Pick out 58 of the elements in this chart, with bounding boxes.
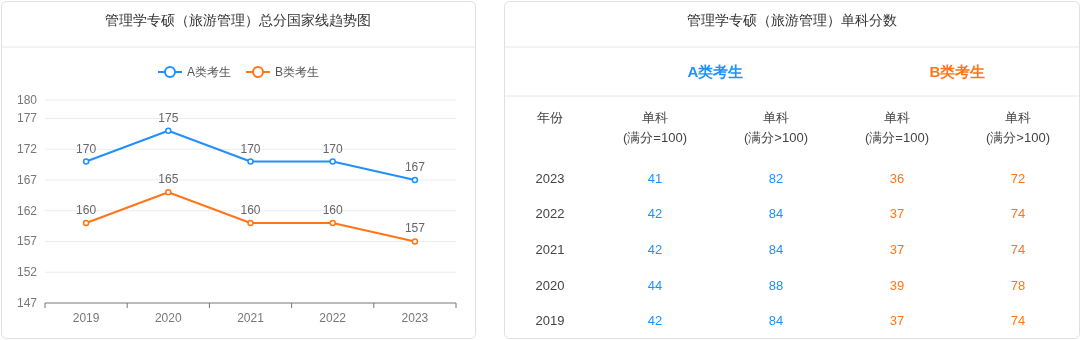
y-tick-label: 152 (16, 265, 38, 280)
y-tick-label: 147 (16, 296, 38, 310)
legend-label: B类考生 (275, 65, 320, 79)
data-label: 37 (889, 313, 905, 328)
legend-label: A类考生 (187, 65, 232, 79)
x-tick-label: 2022 (319, 311, 347, 325)
y-tick-label: 157 (16, 234, 38, 249)
x-tick-label: 2023 (401, 311, 429, 325)
y-tick-label: 2021 (535, 242, 565, 257)
x-tick-label: 2019 (72, 311, 100, 325)
data-label: 175 (158, 110, 179, 125)
data-label: 78 (1010, 278, 1026, 293)
data-label: 160 (322, 203, 344, 218)
x-tick-label: 单科 (满分=100) (623, 110, 687, 145)
data-label: 74 (1010, 206, 1026, 221)
x-tick-label: 单科 (满分>100) (986, 110, 1050, 145)
y-tick-label: 177 (16, 111, 38, 126)
data-label: 42 (647, 313, 663, 328)
x-tick-label: 2021 (237, 311, 265, 325)
data-label: 36 (889, 171, 905, 186)
y-tick-label: 167 (16, 172, 38, 187)
y-tick-label: 180 (16, 93, 38, 107)
y-axis-title: 年份 (537, 110, 563, 125)
data-label: 88 (768, 278, 784, 293)
data-label: 165 (158, 172, 179, 187)
data-label: 160 (240, 203, 261, 218)
data-label: 44 (647, 278, 663, 293)
data-label: 167 (404, 159, 426, 174)
data-label: 74 (1010, 242, 1026, 257)
data-label: 84 (768, 242, 784, 257)
data-label: 160 (76, 203, 97, 218)
data-label: 170 (240, 141, 261, 156)
data-label: 37 (889, 242, 905, 257)
data-label: 37 (889, 206, 905, 221)
data-label: 84 (768, 206, 784, 221)
chart-title: 管理学专硕（旅游管理）单科分数 (686, 12, 897, 28)
y-tick-label: 162 (16, 203, 38, 218)
data-label: 82 (768, 171, 784, 186)
text: B类考生 (929, 63, 986, 80)
data-label: 170 (76, 141, 97, 156)
data-label: 84 (768, 313, 784, 328)
y-tick-label: 2020 (535, 278, 565, 293)
x-tick-label: 单科 (满分>100) (744, 110, 808, 145)
data-label: 72 (1010, 171, 1026, 186)
data-label: 42 (647, 242, 663, 257)
data-label: 157 (404, 221, 426, 236)
y-tick-label: 2023 (535, 171, 565, 186)
data-label: 170 (322, 141, 344, 156)
y-tick-label: 172 (16, 142, 38, 157)
data-label: 42 (647, 206, 663, 221)
data-label: 41 (647, 171, 663, 186)
y-tick-label: 2022 (535, 206, 565, 221)
data-label: 74 (1010, 313, 1026, 328)
data-label: 39 (889, 278, 905, 293)
x-tick-label: 2020 (154, 311, 182, 325)
chart-title: 管理学专硕（旅游管理）总分国家线趋势图 (105, 12, 371, 28)
text: A类考生 (687, 63, 744, 80)
x-tick-label: 单科 (满分=100) (865, 110, 929, 145)
